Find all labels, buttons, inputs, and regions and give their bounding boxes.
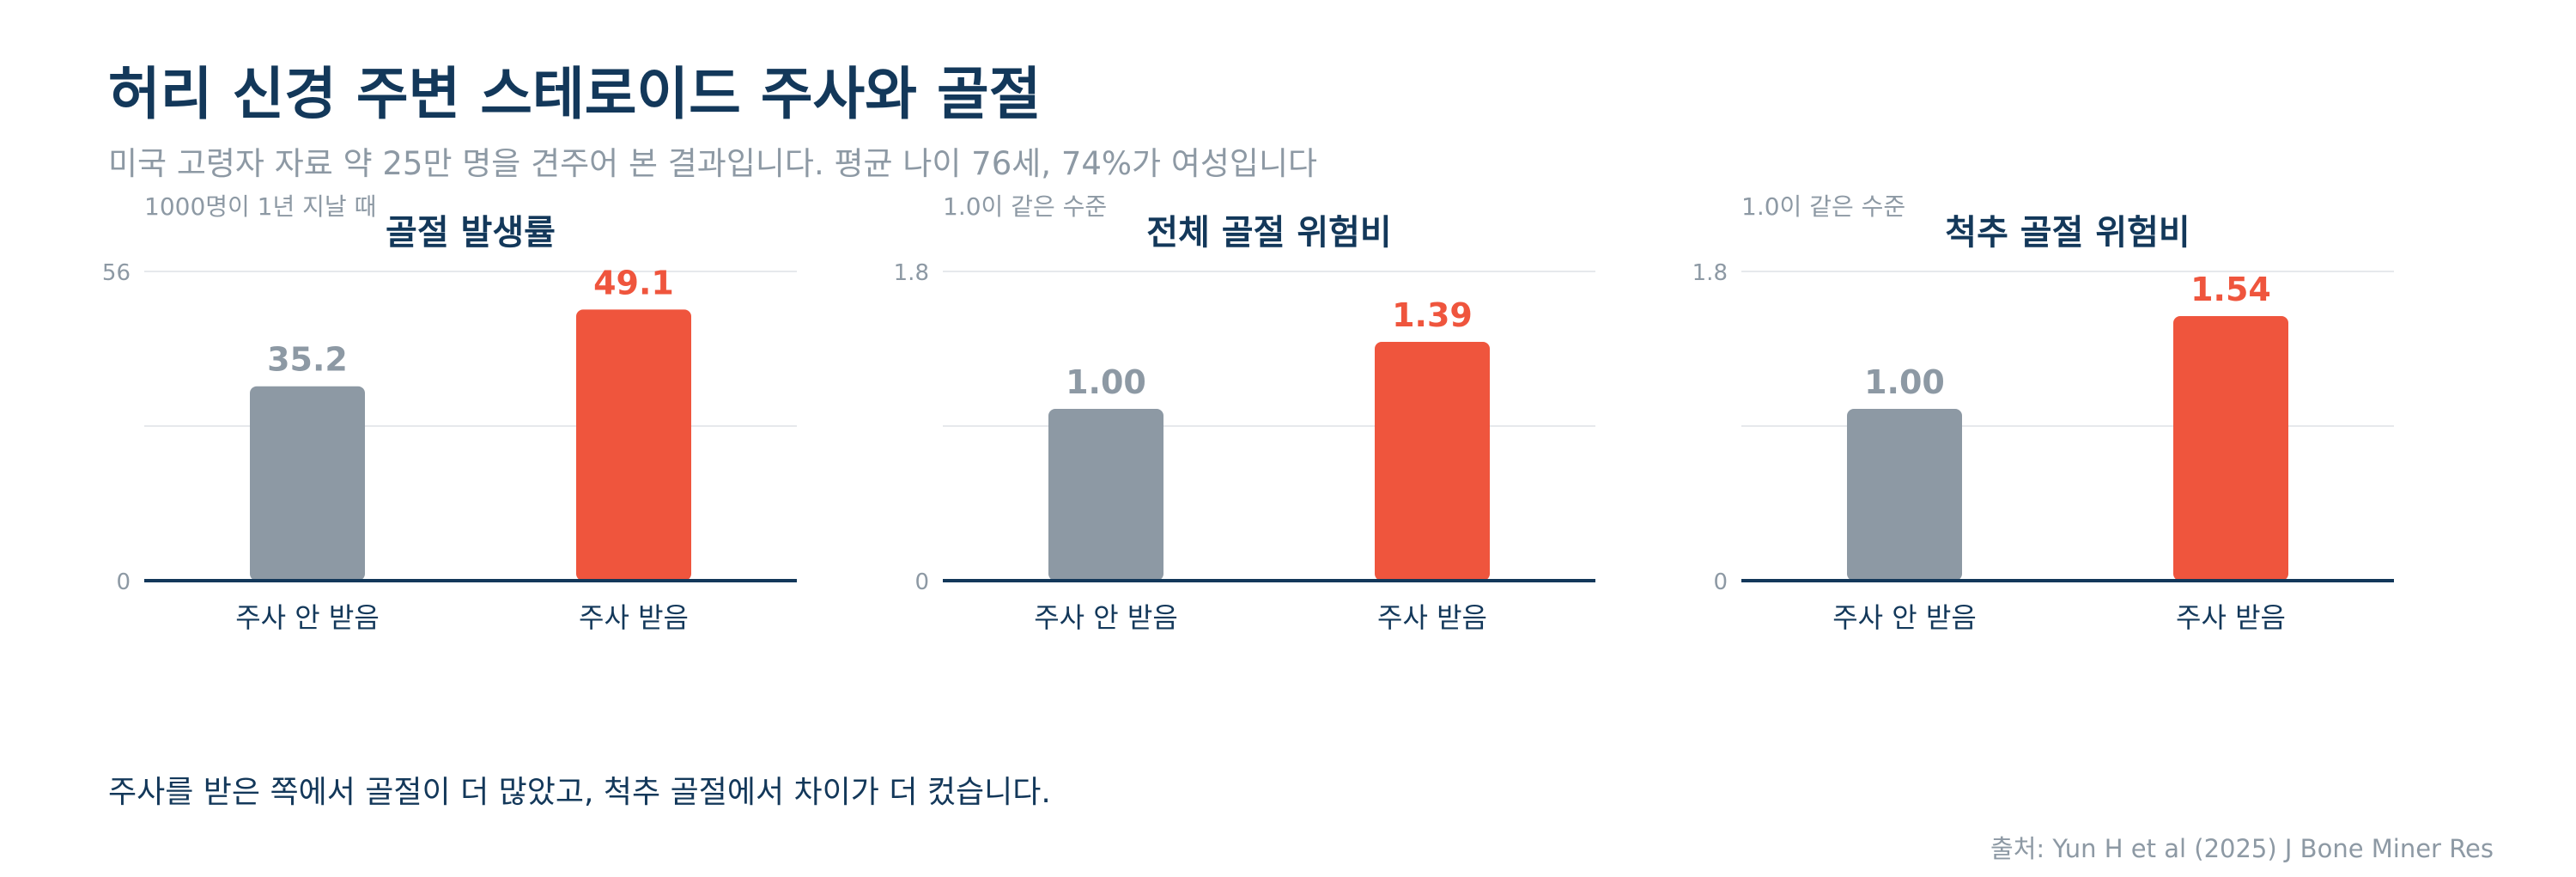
bar bbox=[1048, 409, 1163, 581]
x-tick-label: 주사 받음 bbox=[579, 601, 689, 634]
bar bbox=[1375, 342, 1490, 581]
bar bbox=[250, 386, 365, 581]
y-tick-label: 0 bbox=[116, 569, 131, 595]
chart-title: 척추 골절 위험비 bbox=[1945, 213, 2190, 253]
x-tick-label: 주사 안 받음 bbox=[1034, 601, 1178, 634]
y-axis-label: 1000명이 1년 지날 때 bbox=[144, 192, 376, 221]
chart-title: 전체 골절 위험비 bbox=[1146, 213, 1391, 253]
chart-title: 골절 발생률 bbox=[386, 213, 556, 253]
bar bbox=[1847, 409, 1962, 581]
y-tick-label: 56 bbox=[102, 260, 131, 286]
bar-value-label: 1.00 bbox=[1066, 363, 1146, 401]
bar bbox=[576, 309, 691, 581]
x-tick-label: 주사 안 받음 bbox=[1832, 601, 1977, 634]
y-tick-label: 0 bbox=[914, 569, 929, 595]
y-tick-label: 1.8 bbox=[1692, 260, 1728, 286]
y-axis-label: 1.0이 같은 수준 bbox=[943, 192, 1107, 221]
bar-value-label: 35.2 bbox=[267, 341, 348, 379]
x-tick-label: 주사 안 받음 bbox=[235, 601, 380, 634]
page-title: 허리 신경 주변 스테로이드 주사와 골절 bbox=[108, 61, 1042, 127]
source-citation: 출처: Yun H et al (2025) J Bone Miner Res bbox=[1990, 834, 2494, 863]
conclusion-text: 주사를 받은 쪽에서 골절이 더 많았고, 척추 골절에서 차이가 더 컸습니다… bbox=[108, 775, 1051, 810]
bar-value-label: 1.00 bbox=[1864, 363, 1945, 401]
x-tick-label: 주사 받음 bbox=[2176, 601, 2286, 634]
bar-value-label: 1.39 bbox=[1392, 296, 1473, 334]
bar bbox=[2173, 316, 2288, 581]
bar-charts: 골절 발생률 1000명이 1년 지날 때 56 0 35.2 주사 안 받음 49.1 주사… bbox=[102, 192, 2394, 634]
page-subtitle: 미국 고령자 자료 약 25만 명을 견주어 본 결과입니다. 평균 나이 76… bbox=[108, 145, 1318, 182]
y-tick-label: 1.8 bbox=[894, 260, 929, 286]
y-tick-label: 0 bbox=[1713, 569, 1728, 595]
x-tick-label: 주사 받음 bbox=[1377, 601, 1487, 634]
bar-value-label: 1.54 bbox=[2190, 271, 2271, 308]
bar-value-label: 49.1 bbox=[593, 264, 674, 301]
y-axis-label: 1.0이 같은 수준 bbox=[1741, 192, 1905, 221]
